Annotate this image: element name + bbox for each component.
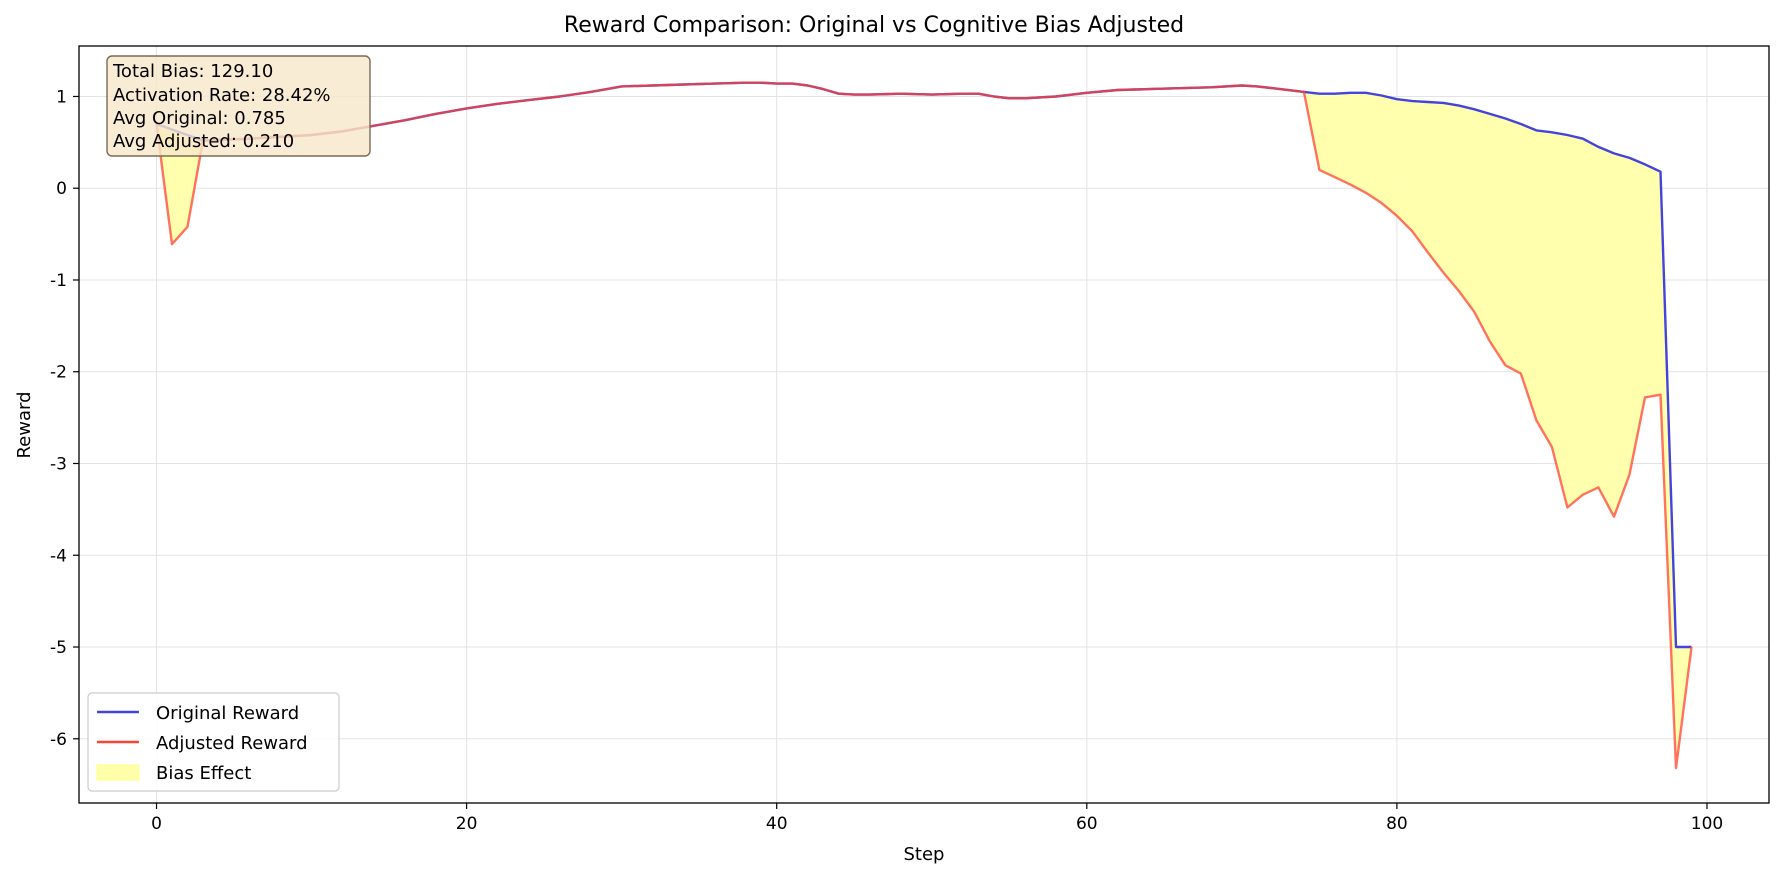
legend-background	[87, 692, 340, 792]
series-line-layer	[155, 81, 1693, 770]
stats-box: Total Bias: 129.10 Activation Rate: 28.4…	[106, 55, 371, 157]
legend-label-adjusted: Adjusted Reward	[156, 733, 308, 754]
y-tick-label: -1	[50, 271, 67, 291]
legend-label-original: Original Reward	[156, 703, 299, 724]
legend-label-bias: Bias Effect	[156, 763, 251, 784]
stats-avg-adjusted: Avg Adjusted: 0.210	[113, 131, 294, 152]
y-tick-label: 0	[56, 179, 67, 199]
x-tick-label: 0	[151, 814, 162, 834]
y-tick-label: -4	[50, 546, 67, 566]
legend: Original Reward Adjusted Reward Bias Eff…	[87, 692, 340, 792]
x-tick-label: 60	[1076, 814, 1098, 834]
bias-effect-area	[156, 82, 1692, 769]
x-axis-label: Step	[904, 844, 945, 865]
y-tick-label: -6	[50, 730, 67, 750]
legend-swatch-bias	[96, 764, 140, 781]
stats-box-background	[106, 55, 371, 157]
y-tick-label: -2	[50, 363, 67, 383]
bias-fill-layer	[156, 82, 1692, 769]
stats-avg-original: Avg Original: 0.785	[113, 108, 286, 129]
tick-layer: 0 20 40 60 80 100 1 0 -1 -2 -3 -4 -5 -6	[50, 87, 1723, 834]
adjusted-reward-line	[155, 81, 1693, 770]
y-tick-label: -5	[50, 638, 67, 658]
x-tick-label: 20	[456, 814, 478, 834]
plot-frame	[78, 45, 1770, 804]
stats-total-bias: Total Bias: 129.10	[112, 61, 273, 82]
y-axis-label: Reward	[14, 391, 35, 458]
x-tick-label: 100	[1691, 814, 1723, 834]
x-tick-label: 40	[766, 814, 788, 834]
grid-layer	[79, 46, 1769, 803]
y-tick-label: 1	[56, 87, 67, 107]
x-tick-label: 80	[1386, 814, 1408, 834]
y-tick-label: -3	[50, 454, 67, 474]
chart-title: Reward Comparison: Original vs Cognitive…	[564, 13, 1184, 38]
stats-activation-rate: Activation Rate: 28.42%	[113, 85, 331, 106]
